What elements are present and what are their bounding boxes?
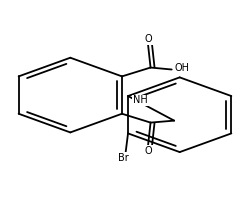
Text: Br: Br xyxy=(118,153,128,163)
Text: O: O xyxy=(144,146,152,156)
Text: O: O xyxy=(144,34,152,44)
Text: OH: OH xyxy=(174,63,189,72)
Text: NH: NH xyxy=(133,95,148,106)
